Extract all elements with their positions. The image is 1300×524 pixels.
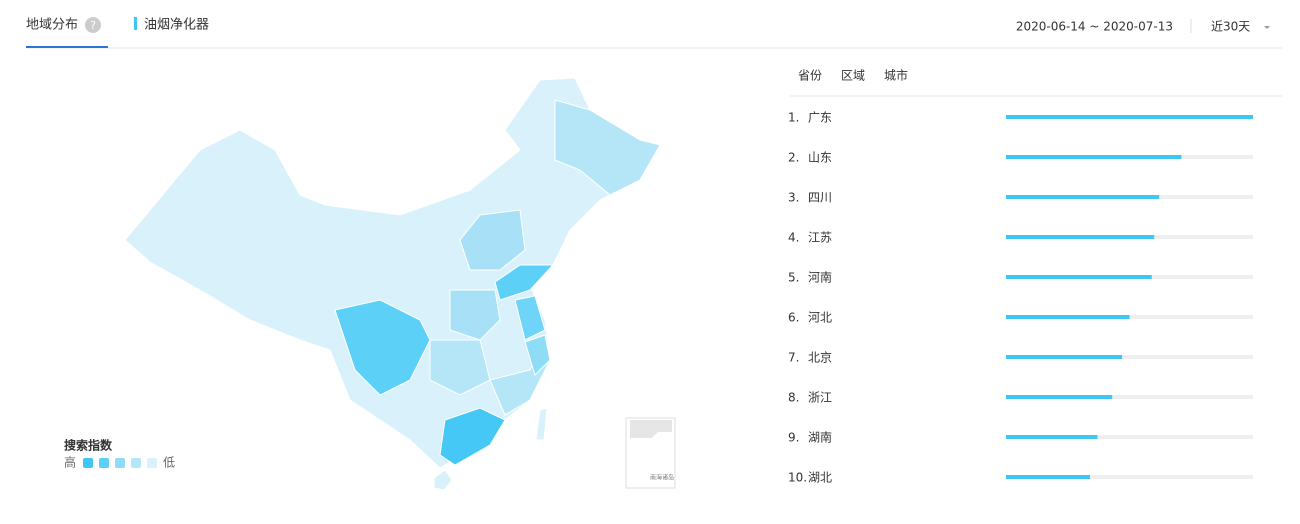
legend-swatch bbox=[83, 458, 93, 468]
bar bbox=[1006, 315, 1130, 319]
map-region[interactable] bbox=[514, 295, 546, 341]
region-name: 河南 bbox=[808, 270, 832, 285]
inset-label: 南海诸岛 bbox=[650, 474, 674, 482]
date-range: 2020-06-14 ~ 2020-07-13 bbox=[1016, 20, 1173, 34]
map-region[interactable] bbox=[449, 289, 501, 341]
region-name: 江苏 bbox=[808, 231, 832, 245]
rank-tab[interactable]: 省份 bbox=[798, 69, 822, 83]
legend-swatch bbox=[115, 458, 125, 468]
rank-number: 5. bbox=[788, 271, 799, 285]
region-name: 北京 bbox=[808, 351, 832, 365]
bar-track bbox=[1006, 435, 1253, 439]
help-icon-mark: ? bbox=[90, 19, 96, 32]
legend-title: 搜索指数 bbox=[64, 438, 113, 453]
rank-number: 2. bbox=[788, 151, 799, 165]
map-region[interactable] bbox=[433, 469, 453, 491]
region-name: 浙江 bbox=[808, 391, 832, 405]
keyword-marker bbox=[134, 17, 137, 30]
active-tab-underline bbox=[26, 46, 108, 48]
bar bbox=[1006, 355, 1123, 359]
bar bbox=[1006, 115, 1253, 119]
bar bbox=[1006, 395, 1113, 399]
bar bbox=[1006, 475, 1090, 479]
tab[interactable]: 地域分布 bbox=[26, 18, 78, 33]
map-region[interactable] bbox=[494, 264, 555, 301]
bar bbox=[1006, 155, 1182, 159]
help-icon[interactable] bbox=[85, 17, 101, 33]
map-region[interactable] bbox=[459, 209, 526, 271]
bar-track bbox=[1006, 475, 1253, 479]
map-region[interactable] bbox=[334, 299, 431, 396]
region-name: 广东 bbox=[808, 111, 832, 125]
rank-number: 6. bbox=[788, 311, 799, 325]
rank-number: 3. bbox=[788, 191, 799, 205]
bar-track bbox=[1006, 355, 1253, 359]
region-name: 河北 bbox=[808, 311, 832, 325]
china-map: 南海诸岛 bbox=[124, 77, 676, 491]
rank-number: 9. bbox=[788, 431, 799, 445]
legend-low: 低 bbox=[163, 456, 175, 470]
rank-number: 1. bbox=[788, 111, 799, 125]
bar-track bbox=[1006, 395, 1253, 399]
rank-number: 7. bbox=[788, 351, 799, 365]
legend-high: 高 bbox=[64, 455, 76, 470]
region-name: 山东 bbox=[808, 151, 832, 165]
region-name: 湖南 bbox=[808, 430, 832, 445]
keyword: 油烟净化器 bbox=[144, 18, 209, 33]
rank-tab[interactable]: 城市 bbox=[884, 68, 908, 83]
map-region[interactable] bbox=[439, 407, 506, 466]
inset-land bbox=[630, 420, 672, 438]
rank-number: 4. bbox=[788, 231, 799, 245]
map-region[interactable] bbox=[535, 407, 548, 441]
legend-swatch bbox=[99, 458, 109, 468]
map-region[interactable] bbox=[554, 99, 661, 196]
bar bbox=[1006, 275, 1152, 279]
period-select[interactable]: 近30天 bbox=[1211, 20, 1250, 34]
dropdown-arrow[interactable] bbox=[1264, 26, 1270, 29]
bar bbox=[1006, 195, 1160, 199]
legend-swatch bbox=[131, 458, 141, 468]
legend-swatch bbox=[147, 458, 157, 468]
region-name: 湖北 bbox=[808, 470, 832, 485]
rank-tab[interactable]: 区域 bbox=[841, 69, 865, 83]
map-region[interactable] bbox=[429, 339, 491, 396]
bar bbox=[1006, 235, 1155, 239]
region-name: 四川 bbox=[808, 191, 832, 205]
rank-number: 8. bbox=[788, 391, 799, 405]
map-region[interactable] bbox=[524, 334, 551, 376]
bar bbox=[1006, 435, 1098, 439]
rank-number: 10. bbox=[788, 471, 807, 485]
